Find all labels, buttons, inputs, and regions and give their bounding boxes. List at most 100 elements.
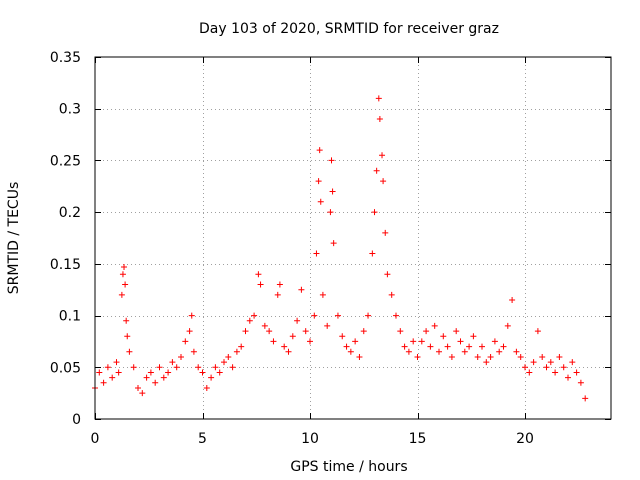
- data-point: [212, 364, 219, 371]
- data-point: [431, 322, 438, 329]
- data-point: [556, 353, 563, 360]
- tick-labels: 0 5 10 15 20 0 0.05 0.1 0.15 0.2 0.25 0.3 0.35: [50, 50, 534, 447]
- data-point: [276, 281, 283, 288]
- data-point: [173, 364, 180, 371]
- data-point: [315, 178, 322, 185]
- data-point: [165, 369, 172, 376]
- x-tick-label: 10: [301, 431, 319, 447]
- data-point: [582, 395, 589, 402]
- data-point: [289, 333, 296, 340]
- data-point: [517, 353, 524, 360]
- data-point: [440, 333, 447, 340]
- data-point: [360, 328, 367, 335]
- data-point: [569, 359, 576, 366]
- data-point: [347, 348, 354, 355]
- data-point: [327, 209, 334, 216]
- data-point: [393, 312, 399, 319]
- chart-title: Day 103 of 2020, SRMTID for receiver gra…: [199, 21, 499, 37]
- data-point: [302, 328, 309, 335]
- data-point: [135, 384, 141, 391]
- data-point: [100, 379, 107, 386]
- data-point: [242, 328, 249, 335]
- data-point: [382, 229, 389, 236]
- data-point: [457, 338, 464, 345]
- data-point: [334, 312, 341, 319]
- data-point: [552, 369, 559, 376]
- data-point: [123, 317, 130, 324]
- data-point: [436, 348, 442, 355]
- data-point: [530, 359, 537, 366]
- data-point: [190, 348, 197, 355]
- y-axis-label: SRMTID / TECUs: [6, 182, 22, 295]
- y-tick-label: 0.3: [59, 102, 81, 118]
- data-point: [313, 250, 320, 257]
- data-point: [294, 317, 301, 324]
- data-point: [369, 250, 376, 257]
- x-axis-label: GPS time / hours: [290, 459, 407, 475]
- data-point: [487, 353, 494, 360]
- data-point: [448, 353, 455, 360]
- data-point: [500, 343, 507, 350]
- data-point: [375, 95, 382, 102]
- y-tick-label: 0.2: [59, 205, 81, 221]
- data-point: [229, 364, 236, 371]
- data-point: [388, 291, 395, 298]
- data-point: [483, 359, 490, 366]
- data-point: [104, 364, 111, 371]
- data-point: [178, 353, 184, 360]
- data-point: [122, 281, 129, 288]
- data-point: [405, 348, 412, 355]
- data-point: [152, 379, 159, 386]
- data-point: [311, 312, 318, 319]
- data-point: [285, 348, 292, 355]
- data-point: [238, 343, 245, 350]
- x-tick-label: 20: [516, 431, 534, 447]
- data-point: [115, 369, 122, 376]
- data-point: [573, 369, 580, 376]
- data-point: [199, 369, 206, 376]
- data-point: [414, 353, 421, 360]
- data-point: [96, 369, 103, 376]
- data-point: [522, 364, 528, 371]
- data-point: [118, 291, 125, 298]
- data-point: [255, 271, 262, 278]
- data-point: [156, 364, 163, 371]
- x-tick-label: 5: [198, 431, 207, 447]
- data-points: [92, 95, 589, 402]
- data-point: [233, 348, 240, 355]
- data-point: [577, 379, 584, 386]
- y-tick-label: 0.25: [50, 153, 81, 169]
- data-point: [470, 333, 477, 340]
- data-point: [330, 240, 337, 247]
- y-tick-label: 0.05: [50, 360, 81, 376]
- data-point: [298, 286, 305, 293]
- data-point: [221, 359, 227, 366]
- y-tick-label: 0.1: [59, 309, 81, 325]
- y-tick-label: 0.15: [50, 257, 81, 273]
- data-point: [124, 333, 131, 340]
- data-point: [397, 328, 404, 335]
- data-point: [113, 359, 120, 366]
- data-point: [261, 322, 268, 329]
- data-point: [410, 338, 417, 345]
- x-tick-label: 0: [91, 431, 100, 447]
- y-tick-label: 0.35: [50, 50, 81, 66]
- data-point: [195, 364, 202, 371]
- data-point: [307, 338, 313, 345]
- data-point: [565, 374, 571, 381]
- data-point: [143, 374, 150, 381]
- data-point: [423, 328, 430, 335]
- data-point: [225, 353, 232, 360]
- data-point: [147, 369, 154, 376]
- data-point: [169, 359, 176, 366]
- data-point: [216, 369, 223, 376]
- data-point: [380, 178, 387, 185]
- grid-lines: [95, 57, 611, 419]
- data-point: [444, 343, 451, 350]
- data-point: [130, 364, 137, 371]
- data-point: [373, 167, 380, 174]
- data-point: [401, 343, 408, 350]
- data-point: [188, 312, 195, 319]
- data-point: [504, 322, 511, 329]
- data-point: [453, 328, 460, 335]
